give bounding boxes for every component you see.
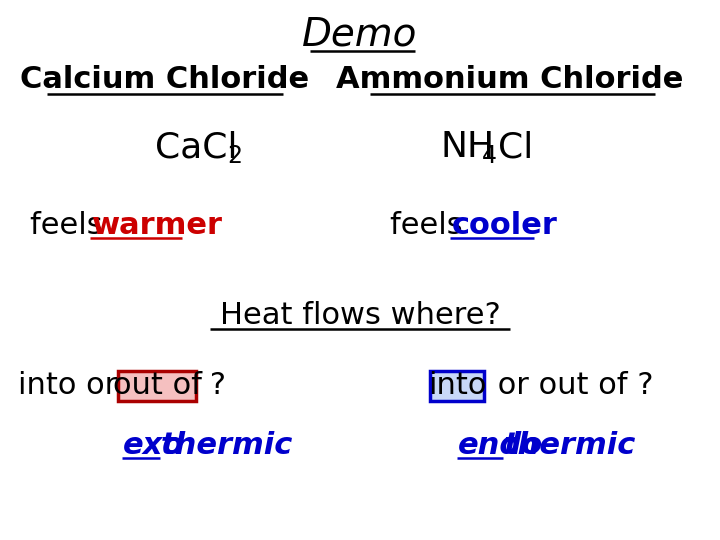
Text: Ammonium Chloride: Ammonium Chloride <box>336 65 684 94</box>
Text: or out of ?: or out of ? <box>488 370 654 400</box>
FancyBboxPatch shape <box>430 371 484 401</box>
Text: CaCl: CaCl <box>155 130 238 164</box>
Text: thermic: thermic <box>504 430 636 460</box>
Text: Calcium Chloride: Calcium Chloride <box>20 65 310 94</box>
Text: endo: endo <box>458 430 544 460</box>
Text: 4: 4 <box>482 144 497 168</box>
Text: Demo: Demo <box>302 16 418 54</box>
Text: NH: NH <box>440 130 494 164</box>
Text: 2: 2 <box>227 144 242 168</box>
Text: warmer: warmer <box>92 211 223 240</box>
Text: exo: exo <box>123 430 184 460</box>
Text: ?: ? <box>200 370 226 400</box>
Text: out of: out of <box>112 370 202 400</box>
Text: Cl: Cl <box>498 130 534 164</box>
Text: feels: feels <box>30 211 112 240</box>
Text: Heat flows where?: Heat flows where? <box>220 300 500 329</box>
Text: into or: into or <box>18 370 127 400</box>
Text: feels: feels <box>390 211 472 240</box>
Text: thermic: thermic <box>161 430 293 460</box>
FancyBboxPatch shape <box>118 371 196 401</box>
Text: into: into <box>428 370 486 400</box>
Text: cooler: cooler <box>452 211 558 240</box>
